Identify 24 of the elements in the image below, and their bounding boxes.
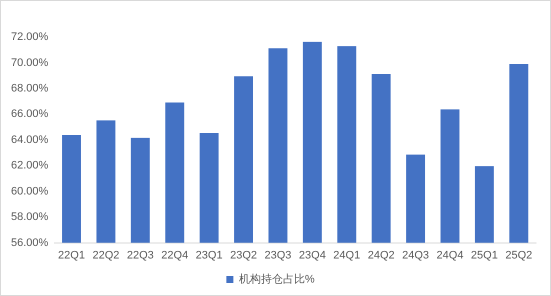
y-tick-label: 70.00% xyxy=(10,56,49,69)
x-tick-label: 24Q1 xyxy=(333,249,360,262)
x-tick-label: 22Q2 xyxy=(92,249,120,262)
y-tick-label: 72.00% xyxy=(10,31,49,44)
x-tick-label: 24Q4 xyxy=(436,249,464,262)
x-tick-label: 23Q3 xyxy=(264,249,292,262)
x-tick-label: 22Q1 xyxy=(58,249,85,262)
x-tick-label: 23Q4 xyxy=(298,249,326,262)
y-tick-label: 56.00% xyxy=(10,236,49,249)
x-tick-label: 24Q3 xyxy=(402,249,430,262)
x-tick-label: 22Q3 xyxy=(126,249,154,262)
legend-label: 机构持仓占比% xyxy=(238,272,315,286)
y-tick-label: 66.00% xyxy=(10,108,49,120)
x-tick-label: 25Q2 xyxy=(505,249,532,262)
y-tick-label: 64.00% xyxy=(10,134,49,146)
x-tick-label: 23Q1 xyxy=(196,249,223,262)
x-tick-label: 22Q4 xyxy=(161,249,188,262)
y-tick-label: 60.00% xyxy=(10,185,49,198)
x-tick-label: 23Q2 xyxy=(230,249,258,262)
y-tick-label: 62.00% xyxy=(10,160,49,172)
x-tick-label: 25Q1 xyxy=(470,249,498,262)
x-tick-label: 24Q2 xyxy=(368,249,395,262)
y-tick-label: 68.00% xyxy=(10,82,49,94)
y-tick-label: 58.00% xyxy=(10,211,49,224)
